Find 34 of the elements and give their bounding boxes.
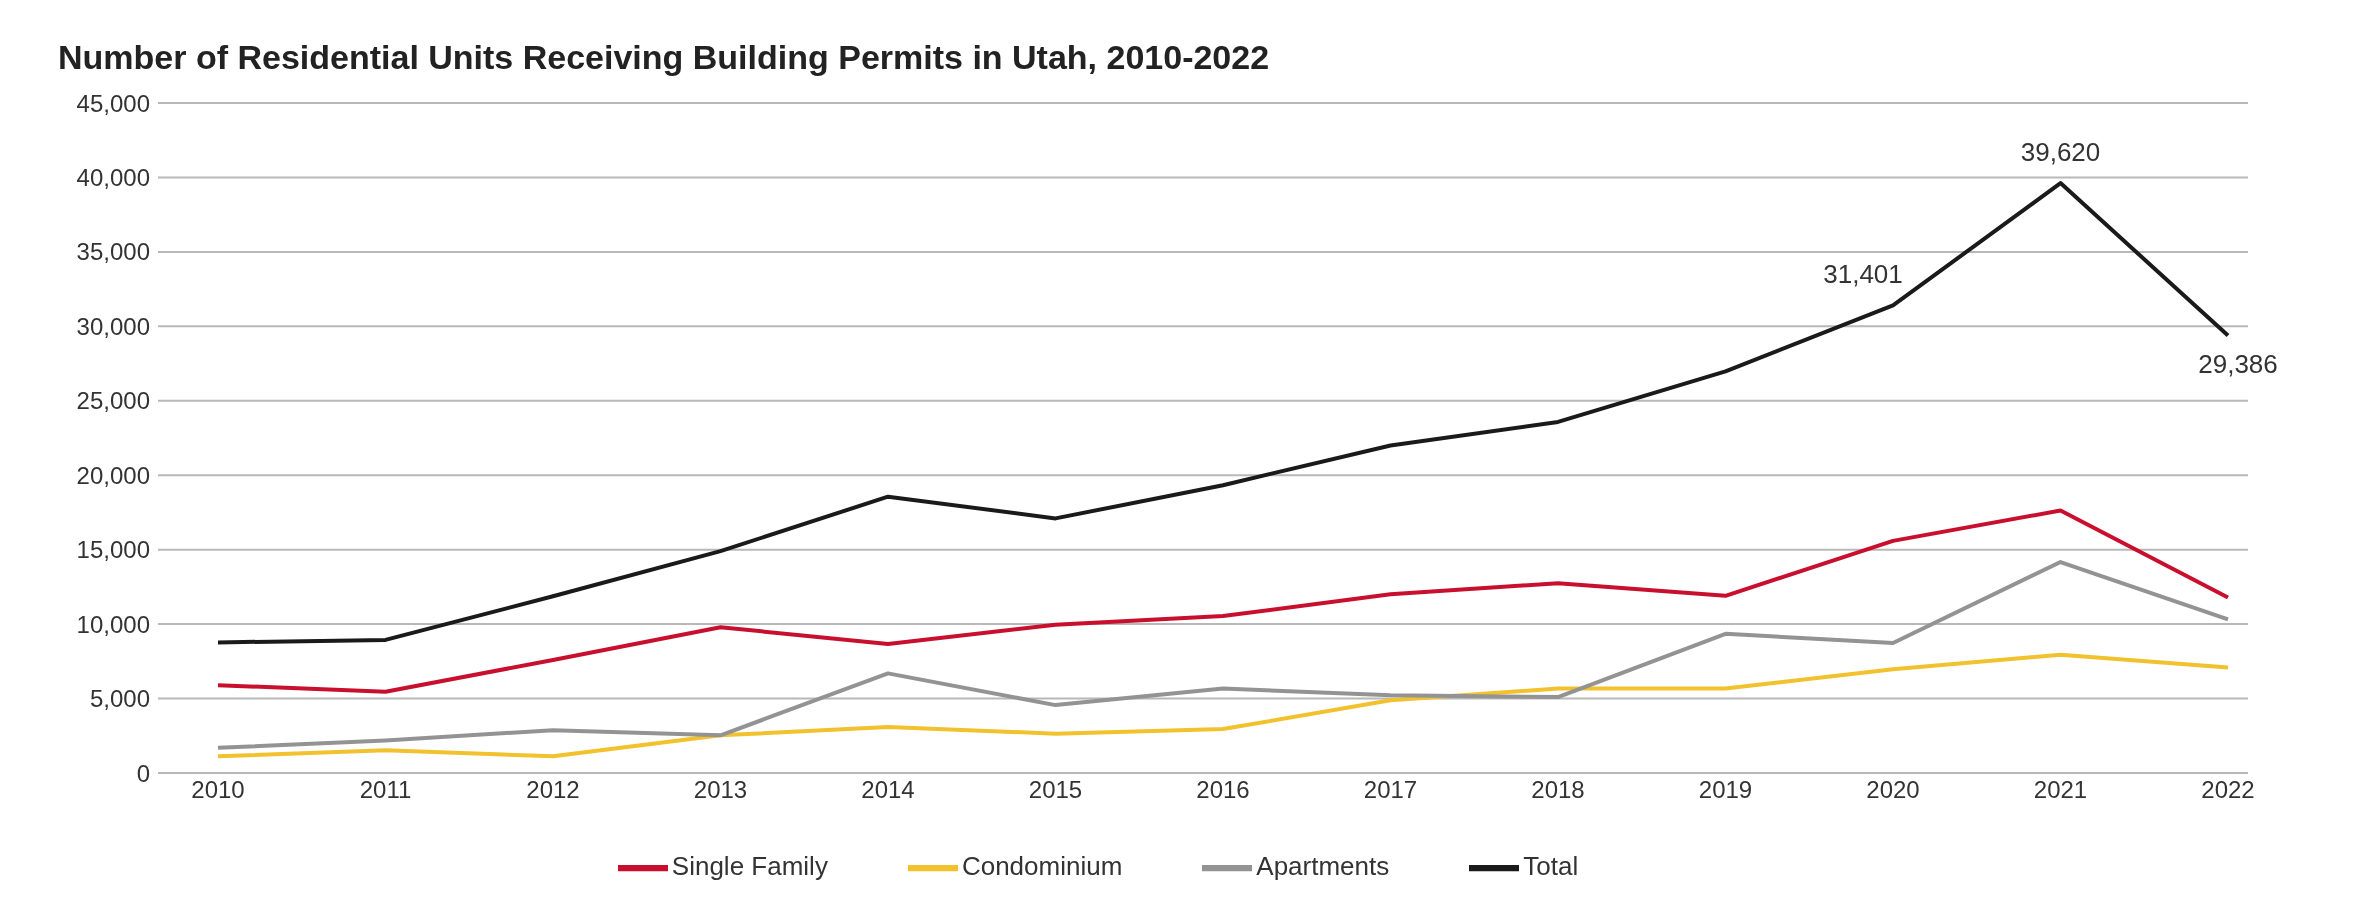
x-tick-label: 2020 — [1866, 776, 1920, 804]
chart-title: Number of Residential Units Receiving Building Permits in Utah, 2010-2022 — [57, 37, 1271, 78]
x-tick-label: 2016 — [1196, 776, 1250, 804]
y-tick-label: 40,000 — [76, 163, 150, 191]
line-series — [216, 508, 2230, 694]
y-tick-label: 5,000 — [89, 685, 150, 713]
line-series — [216, 652, 2230, 759]
x-tick-label: 2015 — [1028, 776, 1083, 804]
data-label: 29,386 — [2198, 349, 2278, 380]
y-tick-label: 30,000 — [76, 312, 150, 340]
legend-label: Apartments — [1256, 850, 1390, 881]
y-tick-label: 0 — [136, 759, 150, 787]
x-tick-label: 2012 — [526, 776, 580, 804]
legend-label: Condominium — [961, 850, 1123, 881]
y-tick-label: 15,000 — [76, 536, 150, 564]
x-tick-label: 2010 — [191, 776, 245, 804]
x-tick-label: 2017 — [1363, 776, 1418, 804]
x-tick-label: 2011 — [359, 776, 412, 804]
x-tick-label: 2021 — [2033, 776, 2088, 804]
data-label: 39,620 — [2020, 137, 2101, 168]
legend-label: Total — [1523, 850, 1579, 881]
line-series — [216, 560, 2230, 750]
x-tick-label: 2014 — [861, 776, 915, 804]
y-tick-label: 25,000 — [76, 387, 150, 415]
y-tick-label: 35,000 — [76, 238, 150, 266]
y-tick-label: 45,000 — [76, 89, 150, 117]
x-tick-label: 2013 — [693, 776, 748, 804]
data-label: 31,401 — [1823, 259, 1903, 290]
y-tick-label: 10,000 — [76, 610, 150, 638]
x-tick-label: 2022 — [2201, 776, 2255, 804]
x-tick-label: 2018 — [1531, 776, 1585, 804]
legend-label: Single Family — [671, 850, 828, 881]
y-tick-label: 20,000 — [76, 461, 150, 489]
x-tick-label: 2019 — [1698, 776, 1753, 804]
